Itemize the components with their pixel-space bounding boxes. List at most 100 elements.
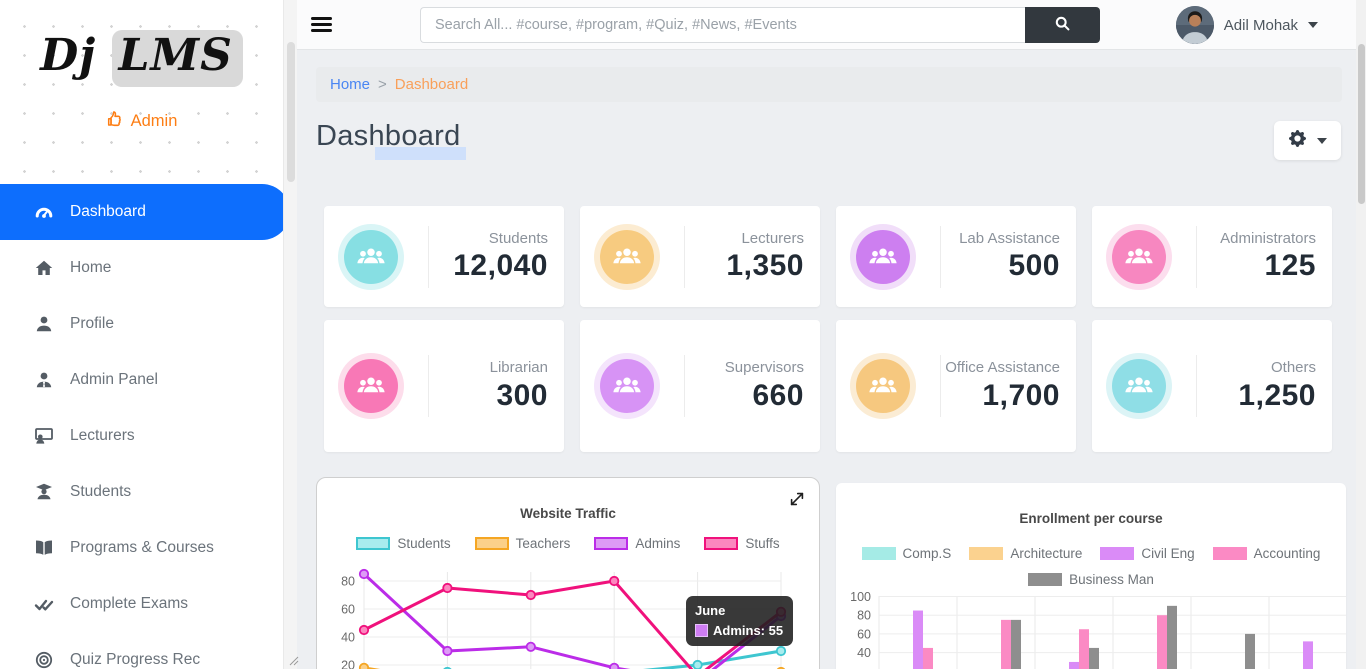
svg-text:80: 80 (857, 609, 871, 623)
logo-dj: Dj (40, 30, 97, 81)
page-title: Dashboard (316, 120, 461, 152)
stat-icon-halo (594, 223, 660, 290)
title-highlight (375, 147, 466, 160)
sidebar-item-students[interactable]: Students (0, 464, 290, 520)
stat-card-students: Students 12,040 (324, 206, 564, 307)
home-icon (34, 258, 54, 278)
user-menu[interactable]: Adil Mohak (1175, 0, 1318, 50)
people-group-icon (356, 371, 386, 401)
stat-label: Supervisors (724, 359, 804, 377)
search-button[interactable] (1025, 7, 1100, 43)
legend-item-civil-eng[interactable]: Civil Eng (1100, 546, 1195, 561)
stat-icon-halo (850, 353, 916, 419)
admin-link[interactable]: Admin (130, 112, 178, 130)
sidebar-item-label: Home (70, 259, 112, 276)
sidebar-item-label: Programs & Courses (70, 539, 214, 556)
page-scrollbar[interactable] (1356, 0, 1366, 669)
resize-grip-icon[interactable] (287, 652, 299, 666)
stat-card-lecturers: Lecturers 1,350 (580, 206, 820, 307)
chalkboard-teacher-icon (34, 426, 54, 446)
sidebar-scrollbar[interactable] (283, 0, 297, 669)
topbar: Adil Mohak (297, 0, 1356, 50)
stat-label: Lab Assistance (959, 229, 1060, 247)
gauge-icon (34, 202, 54, 222)
stat-value: 125 (1264, 249, 1316, 283)
stat-divider (1196, 355, 1197, 417)
stat-label: Lecturers (741, 229, 804, 247)
chart-title: Website Traffic (520, 506, 616, 521)
people-group-icon (356, 242, 386, 272)
user-icon (34, 314, 54, 334)
sidebar-item-label: Profile (70, 315, 114, 332)
sidebar-item-admin-panel[interactable]: Admin Panel (0, 352, 290, 408)
stat-icon-halo (1106, 353, 1172, 419)
stats-grid: Students 12,040 Lecturers 1,350 Lab Assistan… (324, 206, 1332, 452)
stat-divider (1196, 225, 1197, 288)
stat-divider (428, 225, 429, 288)
sidebar-item-lecturers[interactable]: Lecturers (0, 408, 290, 464)
page-scrollbar-thumb[interactable] (1357, 44, 1365, 204)
stat-card-others: Others 1,250 (1092, 320, 1332, 452)
stat-label: Office Assistance (945, 359, 1060, 377)
sidebar-item-profile[interactable]: Profile (0, 296, 290, 352)
stat-card-lab-assistance: Lab Assistance 500 (836, 206, 1076, 307)
svg-text:80: 80 (341, 575, 355, 589)
stat-label: Librarian (489, 359, 548, 377)
stat-card-office-assistance: Office Assistance 1,700 (836, 320, 1076, 452)
stat-label: Others (1270, 359, 1316, 377)
expand-icon[interactable] (788, 490, 806, 508)
legend-item-comp-s[interactable]: Comp.S (861, 546, 951, 561)
enrollment-chart[interactable]: 40 60 80 100 (836, 590, 1346, 669)
sidebar-item-complete-exams[interactable]: Complete Exams (0, 576, 290, 632)
stat-divider (428, 355, 429, 417)
sidebar-item-quiz-progress-rec[interactable]: Quiz Progress Rec (0, 632, 290, 669)
svg-text:60: 60 (857, 627, 871, 641)
breadcrumb-separator: > (378, 76, 387, 93)
avatar-photo (1175, 6, 1214, 44)
people-group-icon (612, 242, 642, 272)
brand-logo[interactable]: Dj LMS (0, 30, 283, 87)
sidebar-item-home[interactable]: Home (0, 240, 290, 296)
sidebar-nav: Dashboard Home Profile Admin Panel Lecturers… (0, 184, 297, 669)
legend-item-students[interactable]: Students (356, 536, 451, 551)
sidebar-item-label: Complete Exams (70, 595, 189, 612)
tooltip-title: June (695, 603, 726, 618)
legend-item-accounting[interactable]: Accounting (1212, 546, 1320, 561)
gear-icon (1288, 129, 1306, 152)
tooltip-swatch (695, 624, 708, 637)
double-check-icon (34, 594, 54, 614)
chart-legend: Students Teachers Admins Stuffs (317, 536, 819, 551)
legend-item-admins[interactable]: Admins (594, 536, 680, 551)
stat-label: Students (488, 229, 548, 247)
svg-text:60: 60 (341, 603, 355, 617)
breadcrumb: Home > Dashboard (316, 67, 1342, 102)
chart-legend-row2: Business Man (836, 572, 1346, 587)
menu-toggle-icon[interactable] (311, 17, 332, 33)
stat-value: 500 (1008, 249, 1060, 283)
people-group-icon (612, 371, 642, 401)
settings-button[interactable] (1274, 121, 1341, 160)
book-open-icon (34, 538, 54, 558)
legend-item-architecture[interactable]: Architecture (969, 546, 1082, 561)
svg-text:40: 40 (857, 646, 871, 660)
chevron-down-icon (1316, 137, 1327, 144)
breadcrumb-home-link[interactable]: Home (330, 76, 371, 93)
breadcrumb-current[interactable]: Dashboard (394, 76, 469, 93)
stat-divider (684, 355, 685, 417)
svg-text:100: 100 (850, 590, 871, 604)
chevron-down-icon (1308, 22, 1318, 28)
bullseye-icon (34, 650, 54, 669)
legend-item-teachers[interactable]: Teachers (474, 536, 570, 551)
enrollment-card: Enrollment per course Comp.S Architecture… (836, 483, 1346, 669)
stat-icon-halo (594, 353, 660, 419)
user-graduate-icon (34, 482, 54, 502)
sidebar: Dj LMS Admin Dashboard Home Profile Admin P… (0, 0, 297, 669)
search-input[interactable] (420, 7, 1025, 43)
stat-icon-halo (338, 223, 404, 290)
legend-item-stuffs[interactable]: Stuffs (704, 536, 780, 551)
sidebar-scrollbar-thumb[interactable] (286, 42, 295, 182)
legend-item-business-man[interactable]: Business Man (1028, 572, 1154, 587)
sidebar-item-programs-courses[interactable]: Programs & Courses (0, 520, 290, 576)
sidebar-item-dashboard[interactable]: Dashboard (0, 184, 290, 240)
